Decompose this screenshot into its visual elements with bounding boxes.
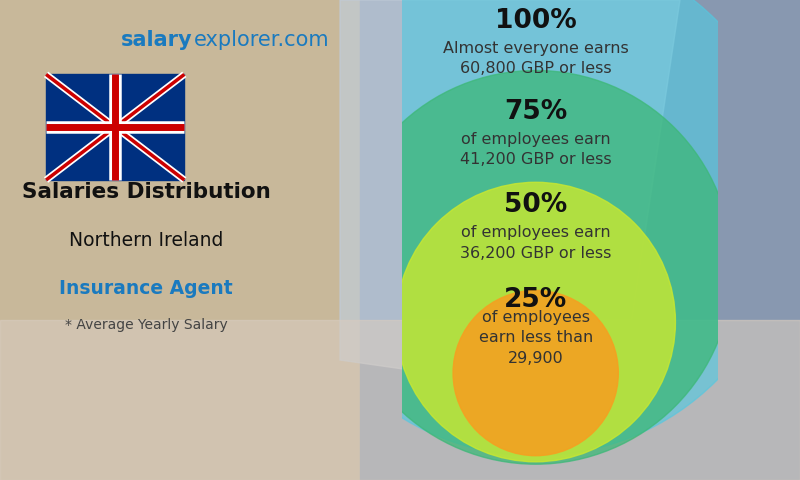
Polygon shape: [46, 74, 184, 180]
Polygon shape: [0, 0, 360, 480]
Text: * Average Yearly Salary: * Average Yearly Salary: [65, 318, 227, 333]
Text: of employees earn
36,200 GBP or less: of employees earn 36,200 GBP or less: [460, 225, 611, 261]
Text: of employees earn
41,200 GBP or less: of employees earn 41,200 GBP or less: [460, 132, 611, 167]
Polygon shape: [0, 320, 800, 480]
Text: Northern Ireland: Northern Ireland: [69, 231, 223, 251]
Text: salary: salary: [120, 30, 192, 50]
Polygon shape: [340, 0, 680, 400]
Circle shape: [453, 290, 618, 456]
Text: Salaries Distribution: Salaries Distribution: [22, 182, 270, 202]
Text: of employees
earn less than
29,900: of employees earn less than 29,900: [478, 310, 593, 366]
Text: 75%: 75%: [504, 99, 567, 125]
Text: explorer.com: explorer.com: [194, 30, 330, 50]
Text: Almost everyone earns
60,800 GBP or less: Almost everyone earns 60,800 GBP or less: [443, 41, 629, 76]
Circle shape: [281, 0, 791, 456]
Text: Insurance Agent: Insurance Agent: [59, 278, 233, 298]
Text: 100%: 100%: [495, 8, 577, 34]
Text: 25%: 25%: [504, 287, 567, 313]
Circle shape: [339, 71, 733, 464]
Polygon shape: [360, 0, 800, 480]
Text: 50%: 50%: [504, 192, 567, 218]
Circle shape: [396, 182, 675, 462]
